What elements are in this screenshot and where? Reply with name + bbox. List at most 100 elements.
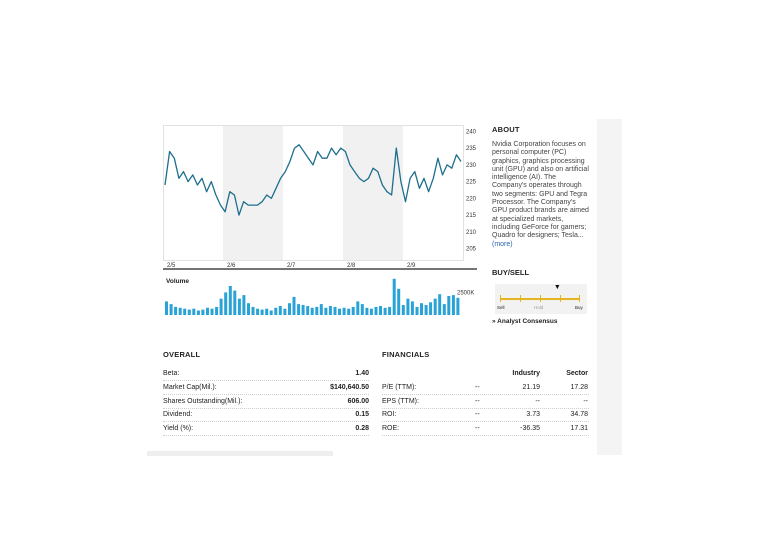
volume-bar bbox=[456, 297, 460, 315]
volume-bar bbox=[406, 298, 410, 315]
side-panel-background bbox=[597, 119, 622, 455]
volume-bar bbox=[360, 304, 364, 315]
volume-bar bbox=[251, 306, 255, 315]
y-tick-label: 220 bbox=[466, 196, 477, 202]
sector-value: 17.28 bbox=[570, 384, 588, 391]
x-tick-label: 2/9 bbox=[407, 263, 416, 269]
volume-bar bbox=[438, 294, 442, 315]
volume-bar bbox=[247, 303, 250, 315]
sector-value: 17.31 bbox=[570, 425, 588, 432]
volume-bar bbox=[260, 309, 264, 315]
day-band bbox=[223, 126, 283, 260]
volume-bar bbox=[415, 306, 419, 315]
volume-bar bbox=[338, 308, 341, 315]
scroll-track bbox=[147, 451, 333, 456]
financials-row-roe: ROE: -- -36.35 17.31 bbox=[382, 423, 589, 436]
volume-bar bbox=[379, 306, 382, 315]
volume-bar bbox=[401, 305, 405, 315]
volume-bar bbox=[292, 296, 296, 315]
volume-bar bbox=[183, 308, 187, 315]
day-band bbox=[343, 126, 403, 260]
volume-bar bbox=[328, 306, 332, 315]
x-tick-label: 2/5 bbox=[167, 263, 176, 269]
volume-bar bbox=[356, 301, 360, 315]
volume-bar bbox=[242, 295, 246, 315]
volume-bar bbox=[310, 307, 314, 315]
price-line bbox=[164, 144, 462, 216]
buysell-label-buy: Buy bbox=[575, 305, 583, 310]
overall-value: 0.15 bbox=[355, 411, 369, 418]
buysell-label-sell: Sell bbox=[497, 305, 505, 310]
volume-bar bbox=[442, 304, 446, 315]
about-text: Nvidia Corporation focuses on personal c… bbox=[492, 141, 592, 249]
buysell-label-hold: Hold bbox=[534, 305, 544, 310]
volume-bar bbox=[196, 310, 200, 315]
volume-bar bbox=[447, 296, 451, 315]
volume-bar bbox=[324, 307, 328, 315]
volume-bar bbox=[392, 278, 396, 315]
volume-bar bbox=[274, 307, 278, 315]
industry-value: 3.73 bbox=[526, 411, 540, 418]
overall-label: Beta: bbox=[163, 370, 180, 377]
about-title: ABOUT bbox=[492, 125, 520, 134]
volume-bar bbox=[319, 304, 323, 315]
buysell-tick-hold bbox=[540, 295, 541, 302]
volume-bar bbox=[451, 295, 455, 315]
volume-bar bbox=[397, 288, 401, 315]
industry-value: -- bbox=[535, 398, 540, 405]
volume-bar bbox=[347, 308, 351, 315]
volume-bar bbox=[237, 298, 241, 315]
buysell-title: BUY/SELL bbox=[492, 268, 530, 277]
volume-bar bbox=[278, 306, 282, 315]
y-tick-label: 205 bbox=[466, 247, 477, 253]
financials-row-roi: ROI: -- 3.73 34.78 bbox=[382, 409, 589, 422]
y-tick-label: 215 bbox=[466, 213, 477, 219]
overall-value: 1.40 bbox=[355, 370, 369, 377]
overall-label: Yield (%): bbox=[163, 425, 194, 432]
volume-bar bbox=[256, 308, 260, 315]
x-tick-label: 2/7 bbox=[287, 263, 296, 269]
overall-row-beta: Beta: 1.40 bbox=[163, 368, 369, 381]
x-tick-label: 2/8 bbox=[347, 263, 356, 269]
volume-bar bbox=[201, 309, 205, 315]
buysell-tick bbox=[560, 295, 561, 302]
y-tick-label: 225 bbox=[466, 180, 477, 186]
overall-label: Market Cap(Mil.): bbox=[163, 384, 217, 391]
volume-bar bbox=[206, 307, 209, 315]
volume-bar bbox=[351, 306, 355, 315]
price-chart[interactable]: 240 235 230 225 220 215 210 205 2/5 2/6 2/7 2/8 2/9 2… bbox=[163, 125, 477, 319]
price-chart-svg: 240 235 230 225 220 215 210 205 2/5 2/6 2/7 2/8 2/9 2… bbox=[163, 125, 477, 315]
more-link[interactable]: (more) bbox=[492, 240, 513, 248]
volume-bar bbox=[269, 310, 273, 315]
y-tick-label: 240 bbox=[466, 129, 477, 135]
volume-bar bbox=[210, 308, 214, 315]
sector-value: 34.78 bbox=[570, 411, 588, 418]
company-value: -- bbox=[475, 384, 480, 391]
industry-value: -36.35 bbox=[520, 425, 540, 432]
volume-bar bbox=[410, 301, 414, 315]
analyst-consensus-link[interactable]: » Analyst Consensus bbox=[492, 318, 558, 325]
volume-bar bbox=[283, 308, 287, 315]
overall-value: 606.00 bbox=[347, 398, 369, 405]
financials-header-row: Industry Sector bbox=[382, 368, 589, 380]
buysell-tick-sell bbox=[500, 295, 501, 302]
industry-value: 21.19 bbox=[522, 384, 540, 391]
overall-row-shares: Shares Outstanding(Mil.): 606.00 bbox=[163, 396, 369, 409]
volume-bar bbox=[169, 304, 173, 315]
y-tick-label: 210 bbox=[466, 230, 477, 236]
overall-value: 0.28 bbox=[355, 425, 369, 432]
financials-label: P/E (TTM): bbox=[382, 384, 417, 391]
company-value: -- bbox=[475, 425, 480, 432]
volume-bar bbox=[333, 306, 337, 315]
volume-bar bbox=[215, 306, 219, 315]
volume-bar bbox=[219, 298, 223, 315]
overall-row-yield: Yield (%): 0.28 bbox=[163, 423, 369, 436]
x-tick-label: 2/6 bbox=[227, 263, 236, 269]
consensus-marker-icon: ▼ bbox=[553, 284, 561, 291]
chart-frame bbox=[163, 125, 464, 261]
y-tick-label: 235 bbox=[466, 146, 477, 152]
overall-row-dividend: Dividend: 0.15 bbox=[163, 409, 369, 422]
volume-label: Volume bbox=[166, 278, 189, 285]
volume-bar bbox=[297, 304, 301, 315]
financials-row-eps: EPS (TTM): -- -- -- bbox=[382, 396, 589, 409]
